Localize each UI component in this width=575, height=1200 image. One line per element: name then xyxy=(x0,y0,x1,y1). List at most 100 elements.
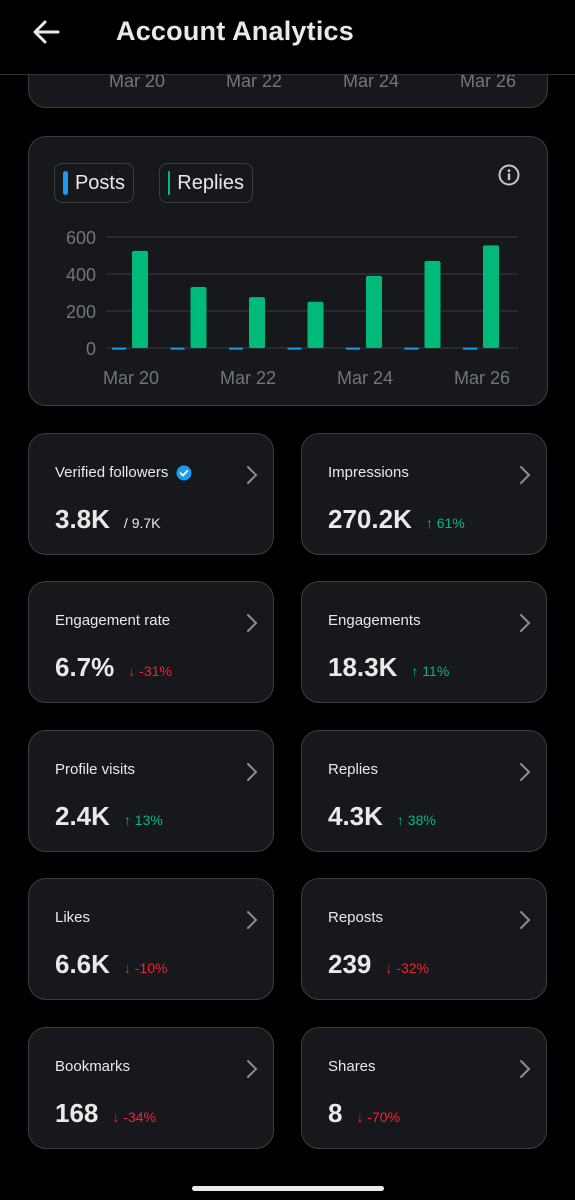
y-tick-label: 200 xyxy=(66,302,96,322)
replies-bar xyxy=(366,275,382,348)
stat-value-row: 168 ↓ -34% xyxy=(55,1098,156,1129)
reposts-change: ↓ -32% xyxy=(385,960,429,976)
posts-bar xyxy=(170,347,185,350)
bookmarks-label: Bookmarks xyxy=(55,1058,131,1075)
likes-value: 6.6K xyxy=(55,949,110,979)
posts-bar xyxy=(463,347,477,350)
home-indicator[interactable] xyxy=(192,1186,384,1191)
x-tick-label: Mar 26 xyxy=(454,368,510,388)
replies-card[interactable]: Replies 4.3K ↑ 38% xyxy=(301,730,547,852)
info-icon[interactable] xyxy=(496,162,522,188)
chevron-right-icon xyxy=(520,1060,531,1078)
posts-bar xyxy=(346,347,360,350)
chevron-right-icon xyxy=(247,1060,258,1078)
reposts-card[interactable]: Reposts 239 ↓ -32% xyxy=(301,878,547,1000)
bookmarks-value: 168 xyxy=(55,1098,99,1128)
chevron-right-icon xyxy=(520,763,531,781)
posts-bar xyxy=(112,347,126,350)
engagement-rate-change: ↓ -31% xyxy=(128,663,172,679)
profile-visits-change: ↑ 13% xyxy=(123,812,163,828)
legend-posts-toggle[interactable]: Posts xyxy=(54,163,134,203)
bookmarks-change: ↓ -34% xyxy=(112,1109,156,1125)
likes-label: Likes xyxy=(55,909,91,926)
chevron-right-icon xyxy=(247,614,258,632)
chevron-right-icon xyxy=(520,911,531,929)
engagement-rate-card[interactable]: Engagement rate 6.7% ↓ -31% xyxy=(28,581,274,703)
x-tick-label: Mar 20 xyxy=(103,368,159,388)
stat-value-row: 2.4K ↑ 13% xyxy=(55,801,163,832)
verified-followers-card[interactable]: Verified followers 3.8K / 9.7K xyxy=(28,433,274,555)
chevron-right-icon xyxy=(520,614,531,632)
back-button[interactable] xyxy=(28,14,64,50)
stat-value-row: 6.7% ↓ -31% xyxy=(55,652,172,683)
impressions-value: 270.2K xyxy=(328,504,412,534)
posts-bar xyxy=(287,347,302,350)
legend-posts-label: Posts xyxy=(74,171,125,194)
posts-bar xyxy=(229,347,243,350)
profile-visits-card[interactable]: Profile visits 2.4K ↑ 13% xyxy=(28,730,274,852)
engagement-rate-label: Engagement rate xyxy=(55,612,171,629)
previous-x-tick: Mar 26 xyxy=(460,71,517,91)
engagements-change: ↑ 11% xyxy=(411,663,450,679)
arrow-left-icon xyxy=(33,20,60,44)
profile-visits-value: 2.4K xyxy=(55,801,110,831)
stat-label: Verified followers xyxy=(55,464,192,481)
reposts-value: 239 xyxy=(328,949,372,979)
verified-badge-icon xyxy=(176,465,192,480)
chevron-right-icon xyxy=(247,911,258,929)
replies-bar xyxy=(424,261,441,348)
replies-bar xyxy=(249,297,265,348)
previous-x-tick: Mar 20 xyxy=(109,71,166,91)
replies-bar xyxy=(307,301,324,348)
total-followers: / 9.7K xyxy=(123,515,161,531)
shares-value: 8 xyxy=(328,1098,343,1128)
posts-replies-chart: 0 200 400 600 Mar 20 Mar 22 Mar 24 Mar 26 xyxy=(66,228,518,388)
y-tick-label: 600 xyxy=(66,228,96,248)
top-bar: Account Analytics xyxy=(0,0,575,75)
replies-swatch xyxy=(168,171,171,195)
replies-change: ↑ 38% xyxy=(396,812,436,828)
stat-value-row: 3.8K / 9.7K xyxy=(55,504,161,535)
chevron-right-icon xyxy=(247,466,258,484)
shares-card[interactable]: Shares 8 ↓ -70% xyxy=(301,1027,547,1149)
likes-change: ↓ -10% xyxy=(123,960,168,976)
verified-followers-label: Verified followers xyxy=(55,464,169,481)
y-tick-label: 0 xyxy=(86,339,96,359)
profile-visits-label: Profile visits xyxy=(55,761,136,778)
y-tick-label: 400 xyxy=(66,265,96,285)
previous-x-tick: Mar 24 xyxy=(343,71,400,91)
shares-change: ↓ -70% xyxy=(356,1109,401,1125)
engagements-card[interactable]: Engagements 18.3K ↑ 11% xyxy=(301,581,547,703)
bookmarks-card[interactable]: Bookmarks 168 ↓ -34% xyxy=(28,1027,274,1149)
engagements-label: Engagements xyxy=(328,612,421,629)
impressions-card[interactable]: Impressions 270.2K ↑ 61% xyxy=(301,433,547,555)
stat-value-row: 4.3K ↑ 38% xyxy=(328,801,436,832)
stat-value-row: 270.2K ↑ 61% xyxy=(328,504,465,535)
engagement-rate-value: 6.7% xyxy=(55,652,115,682)
shares-label: Shares xyxy=(328,1058,376,1075)
replies-value: 4.3K xyxy=(328,801,383,831)
stat-value-row: 6.6K ↓ -10% xyxy=(55,949,168,980)
engagements-value: 18.3K xyxy=(328,652,398,682)
reposts-label: Reposts xyxy=(328,909,384,926)
page-title: Account Analytics xyxy=(116,16,354,46)
stat-value-row: 239 ↓ -32% xyxy=(328,949,429,980)
stat-value-row: 18.3K ↑ 11% xyxy=(328,652,449,683)
legend-replies-toggle[interactable]: Replies xyxy=(159,163,253,203)
replies-bar xyxy=(483,245,499,348)
chevron-right-icon xyxy=(247,763,258,781)
posts-bar xyxy=(404,347,419,350)
chevron-right-icon xyxy=(520,466,531,484)
verified-followers-value: 3.8K xyxy=(55,504,110,534)
previous-x-tick: Mar 22 xyxy=(226,71,283,91)
x-tick-label: Mar 24 xyxy=(337,368,393,388)
replies-label: Replies xyxy=(328,761,379,778)
stat-value-row: 8 ↓ -70% xyxy=(328,1098,400,1129)
x-tick-label: Mar 22 xyxy=(220,368,276,388)
likes-card[interactable]: Likes 6.6K ↓ -10% xyxy=(28,878,274,1000)
impressions-label: Impressions xyxy=(328,464,409,481)
posts-swatch xyxy=(63,171,68,195)
replies-bar xyxy=(190,286,207,348)
replies-bar xyxy=(132,250,148,348)
impressions-change: ↑ 61% xyxy=(425,515,465,531)
